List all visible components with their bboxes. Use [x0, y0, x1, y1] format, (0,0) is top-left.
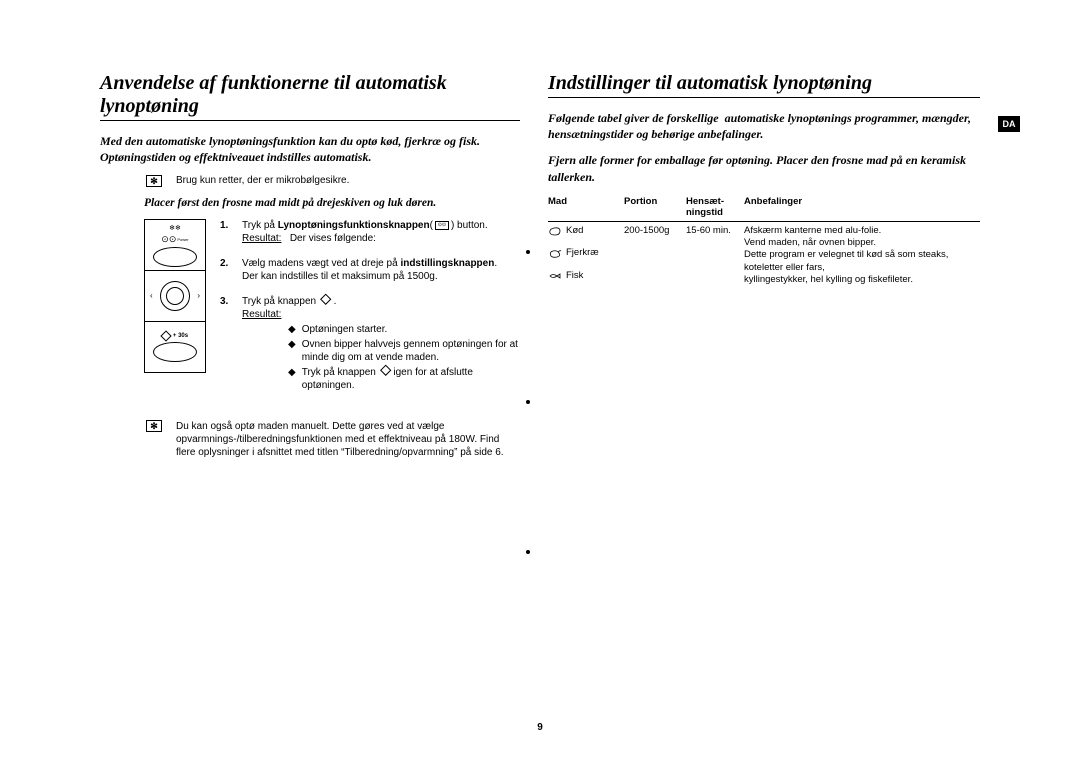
language-tab: DA: [998, 116, 1020, 132]
note-1: ✻ Brug kun retter, der er mikrobølgesikr…: [100, 175, 520, 187]
binder-dot: [526, 550, 530, 554]
b2: Ovnen bipper halvvejs gennem optøningen …: [302, 338, 520, 364]
step1-res-label: Resultat:: [242, 233, 281, 244]
right-column: Indstillinger til automatisk lynoptøning…: [548, 72, 980, 733]
page-number: 9: [537, 722, 543, 733]
poultry-icon: [548, 248, 562, 257]
right-intro1: Følgende tabel giver de forskellige auto…: [548, 110, 980, 142]
bullet-icon: ◆: [288, 366, 296, 392]
b3a: Tryk på knappen: [302, 367, 379, 378]
power-icon: ⊙⊙: [435, 221, 449, 230]
bullet-icon: ◆: [288, 323, 296, 336]
r1-portion: 200-1500g: [624, 221, 686, 244]
control-panels: ❄❄ ⊙⊙Power ‹ › + 30s: [144, 219, 206, 406]
th-mad: Mad: [548, 195, 624, 221]
r2-food: Fjerkræ: [566, 247, 599, 258]
left-intro: Med den automatiske lynoptøningsfunktion…: [100, 133, 520, 165]
fish-icon: [548, 271, 562, 280]
b1: Optøningen starter.: [302, 323, 388, 336]
step3-b: .: [331, 296, 337, 307]
left-column: Anvendelse af funktionerne til automatis…: [100, 72, 520, 733]
start-icon: [380, 365, 391, 376]
rec1: Afskærm kanterne med alu-folie.: [744, 225, 881, 236]
step-1-num: 1.: [220, 219, 234, 245]
bullet-icon: ◆: [288, 338, 296, 364]
settings-table: Mad Portion Hensæt-ningstid Anbefalinger…: [548, 195, 980, 290]
step2-b: indstillingsknappen: [400, 258, 494, 269]
step-2-num: 2.: [220, 257, 234, 283]
step-2: 2. Vælg madens vægt ved at dreje på inds…: [220, 257, 520, 283]
step1-b: Lynoptøningsfunktionsknappen: [278, 220, 430, 231]
step2-d: Der kan indstilles til et maksimum på 15…: [242, 271, 438, 282]
binder-dot: [526, 250, 530, 254]
r1-time: 15-60 min.: [686, 221, 744, 244]
meat-icon: [548, 226, 562, 235]
step2-c: .: [494, 258, 497, 269]
step-3-num: 3.: [220, 295, 234, 394]
left-title: Anvendelse af funktionerne til automatis…: [100, 72, 520, 121]
panel-start: + 30s: [144, 321, 206, 373]
r1-food: Kød: [566, 225, 583, 236]
step-1: 1. Tryk på Lynoptøningsfunktionsknappen(…: [220, 219, 520, 245]
r3-food: Fisk: [566, 270, 583, 281]
step1-c: (⊙⊙) button.: [430, 220, 488, 231]
note-icon: ✻: [146, 175, 162, 187]
panel-dial: ‹ ›: [144, 270, 206, 322]
step3-res-label: Resultat:: [242, 309, 281, 320]
th-portion: Portion: [624, 195, 686, 221]
rec3: Dette program er velegnet til kød så som…: [744, 249, 948, 272]
step-3: 3. Tryk på knappen . Resultat: ◆ Optøning…: [220, 295, 520, 394]
footnote: ✻ Du kan også optø maden manuelt. Dette …: [100, 420, 520, 459]
note-icon: ✻: [146, 420, 162, 432]
footnote-text: Du kan også optø maden manuelt. Dette gø…: [176, 420, 520, 459]
binder-dot: [526, 400, 530, 404]
step1-res-text: Der vises følgende:: [290, 233, 376, 244]
rec4: kyllingestykker, hel kylling og fiskefil…: [744, 274, 913, 285]
note-1-text: Brug kun retter, der er mikrobølgesikre.: [176, 175, 520, 186]
th-rec: Anbefalinger: [744, 195, 980, 221]
panel-power: ❄❄ ⊙⊙Power: [144, 219, 206, 271]
right-intro2: Fjern alle former for emballage før optø…: [548, 152, 980, 184]
step3-a: Tryk på knappen: [242, 296, 319, 307]
steps-list: 1. Tryk på Lynoptøningsfunktionsknappen(…: [220, 219, 520, 406]
sub-intro: Placer først den frosne mad midt på drej…: [144, 197, 520, 209]
start-icon: [320, 294, 331, 305]
recommendations: Afskærm kanterne med alu-folie. Vend mad…: [744, 221, 980, 289]
right-title: Indstillinger til automatisk lynoptøning: [548, 72, 980, 98]
step2-a: Vælg madens vægt ved at dreje på: [242, 258, 400, 269]
step1-a: Tryk på: [242, 220, 278, 231]
th-time: Hensæt-ningstid: [686, 195, 744, 221]
rec2: Vend maden, når ovnen bipper.: [744, 237, 876, 248]
table-row: Kød 200-1500g 15-60 min. Afskærm kantern…: [548, 221, 980, 244]
